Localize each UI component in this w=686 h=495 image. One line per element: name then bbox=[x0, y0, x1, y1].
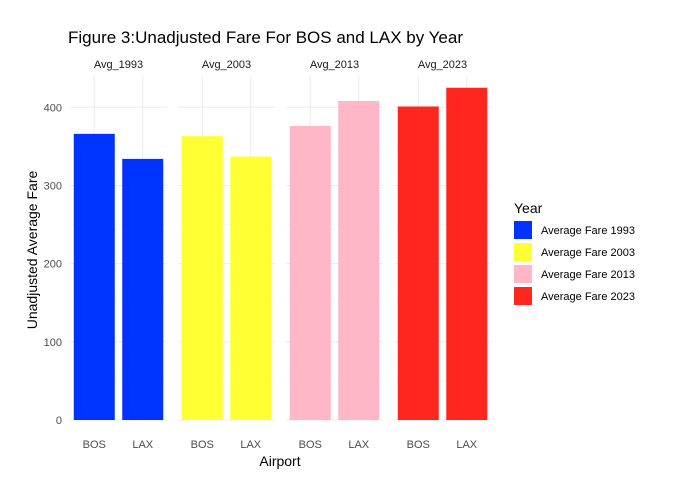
x-tick-label: LAX bbox=[348, 439, 369, 451]
legend-title: Year bbox=[514, 200, 543, 216]
legend-label: Average Fare 2003 bbox=[541, 247, 635, 259]
legend-label: Average Fare 2013 bbox=[541, 269, 635, 281]
x-tick-label: BOS bbox=[83, 439, 106, 451]
facet-panel: Avg_1993 BOS LAX bbox=[70, 59, 167, 451]
y-tick-label: 300 bbox=[44, 180, 62, 192]
facet-panel: Avg_2013 BOS LAX bbox=[286, 59, 383, 451]
facet-strip-label: Avg_1993 bbox=[94, 59, 143, 71]
bar bbox=[446, 87, 488, 421]
legend-label: Average Fare 1993 bbox=[541, 225, 635, 237]
y-tick-label: 200 bbox=[44, 259, 62, 271]
y-tick-label: 400 bbox=[44, 102, 62, 114]
facet-strip-label: Avg_2023 bbox=[418, 59, 467, 71]
legend-swatch bbox=[514, 265, 532, 283]
legend-swatch bbox=[514, 221, 532, 239]
bar bbox=[181, 136, 223, 420]
legend-swatch bbox=[514, 243, 532, 261]
y-axis-title: Unadjusted Average Fare bbox=[24, 171, 40, 330]
x-tick-label: LAX bbox=[240, 439, 261, 451]
x-tick-label: BOS bbox=[407, 439, 430, 451]
legend-swatch bbox=[514, 287, 532, 305]
legend: Year Average Fare 1993 Average Fare 2003 A… bbox=[514, 200, 635, 305]
legend-label: Average Fare 2023 bbox=[541, 291, 635, 303]
facet-strip-label: Avg_2003 bbox=[202, 59, 251, 71]
x-tick-label: BOS bbox=[191, 439, 214, 451]
bar bbox=[397, 106, 439, 420]
bar bbox=[338, 101, 380, 420]
y-axis: 0 100 200 300 400 bbox=[44, 102, 62, 427]
y-tick-label: 0 bbox=[56, 415, 62, 427]
facet-panels: Avg_1993 BOS LAX Avg_2003 BOS LAX Avg_2013 BOS L… bbox=[70, 59, 491, 451]
bar bbox=[73, 133, 115, 420]
bar bbox=[230, 156, 272, 420]
chart-title: Figure 3:Unadjusted Fare For BOS and LAX… bbox=[68, 28, 463, 47]
bar bbox=[289, 126, 331, 420]
facet-strip-label: Avg_2013 bbox=[310, 59, 359, 71]
x-tick-label: BOS bbox=[299, 439, 322, 451]
x-axis-title: Airport bbox=[259, 453, 300, 469]
y-tick-label: 100 bbox=[44, 337, 62, 349]
x-tick-label: LAX bbox=[456, 439, 477, 451]
x-tick-label: LAX bbox=[132, 439, 153, 451]
facet-panel: Avg_2023 BOS LAX bbox=[394, 59, 491, 451]
bar bbox=[122, 158, 164, 420]
facet-panel: Avg_2003 BOS LAX bbox=[178, 59, 275, 451]
